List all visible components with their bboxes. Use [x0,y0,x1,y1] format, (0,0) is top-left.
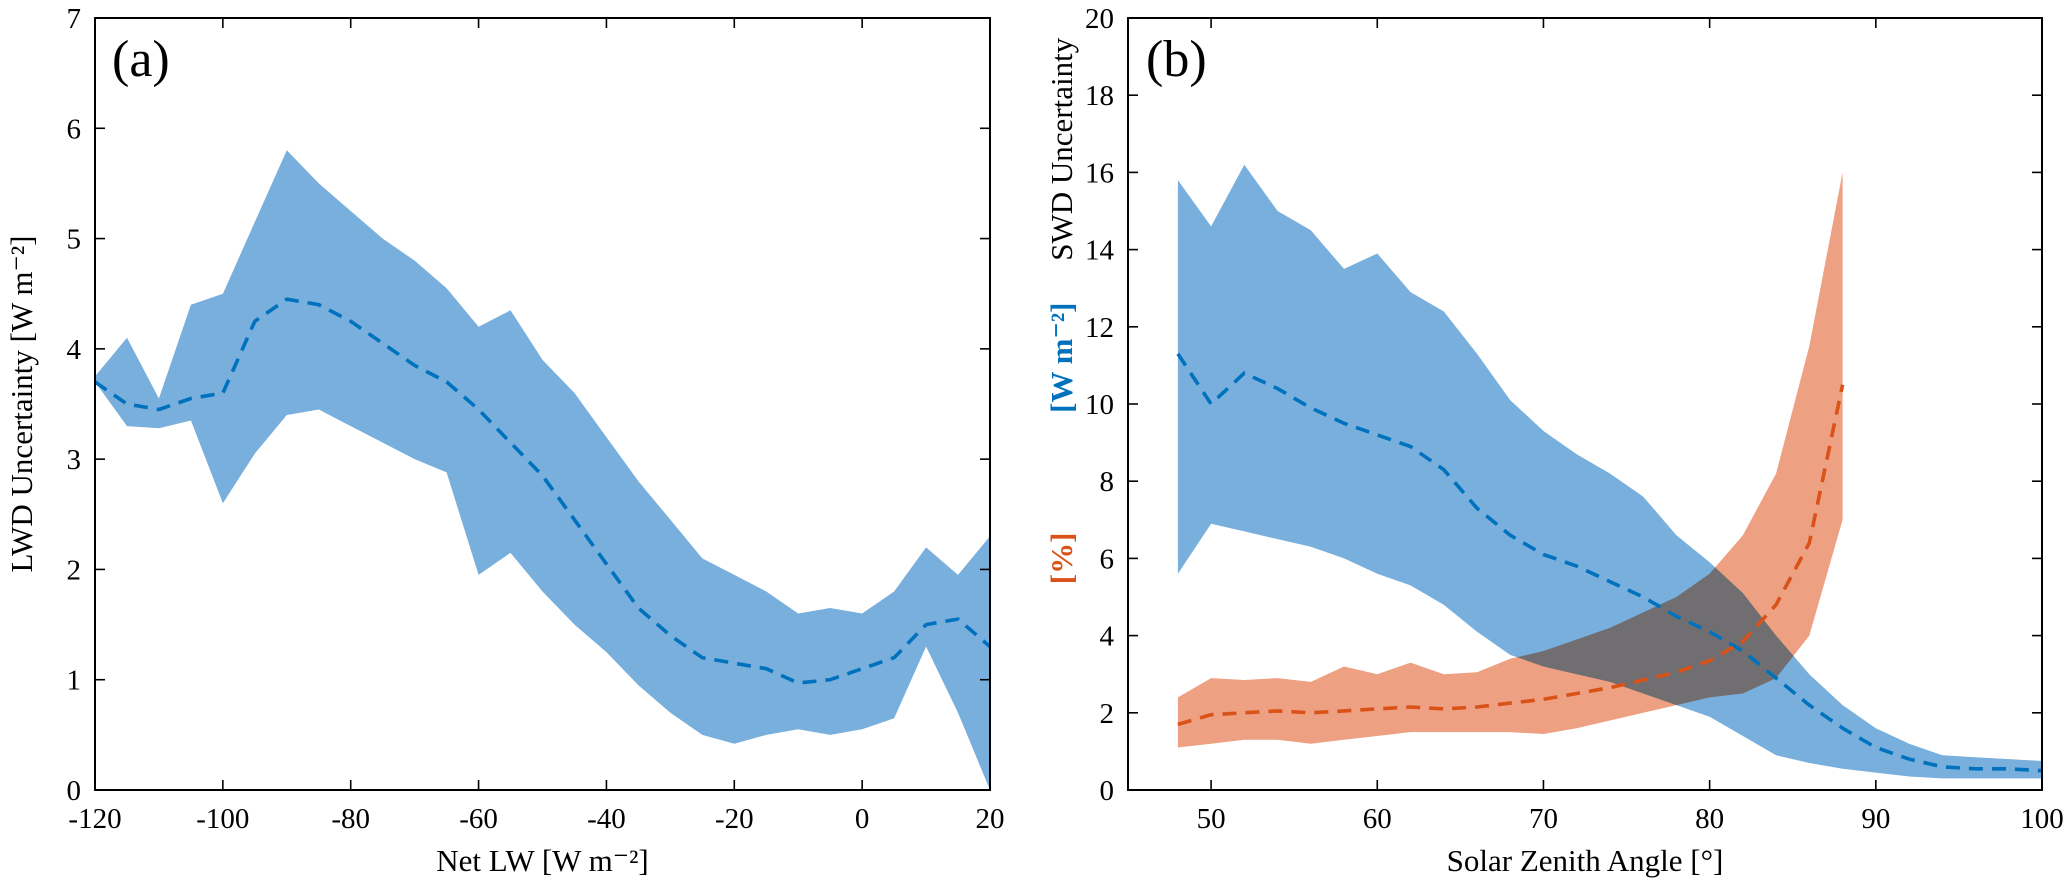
y-tick-label: 16 [1085,157,1114,189]
y-tick-label: 6 [67,113,82,145]
y-tick-label: 0 [67,775,82,807]
y-axis-label-part-0: SWD Uncertainty [1044,37,1079,260]
band-series-0 [95,150,990,791]
mean-line-series-0 [1176,352,2043,773]
panel-b-label: (b) [1146,31,1207,88]
y-tick-label: 8 [1100,466,1115,498]
x-tick-label: -20 [715,803,754,835]
x-tick-label: -120 [68,803,121,835]
panel-a: -120 -100 -80 -60 -40 -20 0 20 0 1 2 3 4 5 6 7 Net LW [W… [0,0,1010,887]
x-tick-label: 20 [976,803,1005,835]
x-tick-label: -60 [459,803,498,835]
y-tick-label: 20 [1085,3,1114,35]
y-tick-label: 12 [1085,312,1114,344]
y-axis-label-part-2: [%] [1044,533,1079,585]
band-series-0 [1177,164,2042,779]
chart-b-canvas: 50 60 70 80 90 100 0 2 4 6 8 10 12 14 16 18 20 Solar Zeni… [1044,3,2064,878]
y-tick-label: 4 [67,334,82,366]
y-tick-label: 10 [1085,389,1114,421]
uncertainty-bands [1177,164,2042,779]
x-tick-label: 70 [1529,803,1558,835]
x-axis-label: Net LW [W m⁻²] [436,843,648,878]
x-tick-label: -100 [196,803,249,835]
uncertainty-bands [95,150,990,791]
y-axis-label: LWD Uncertainty [W m⁻²] [4,236,39,573]
x-tick-label: 90 [1861,803,1890,835]
x-tick-label: 60 [1363,803,1392,835]
y-tick-label: 2 [1100,698,1115,730]
x-tick-label: -80 [331,803,370,835]
x-tick-label: -40 [587,803,626,835]
chart-a-canvas: -120 -100 -80 -60 -40 -20 0 20 0 1 2 3 4 5 6 7 Net LW [W… [4,3,1005,878]
x-tick-label: 0 [855,803,870,835]
x-tick-label: 100 [2020,803,2064,835]
y-tick-label: 5 [67,224,82,256]
y-tick-label: 14 [1085,235,1115,267]
y-tick-label: 4 [1100,621,1115,653]
band-series-1 [1177,172,1843,748]
y-tick-label: 2 [67,554,82,586]
mean-line-series-0 [93,297,992,685]
y-tick-label: 1 [67,665,82,697]
y-tick-label: 7 [67,3,82,35]
panel-b: 50 60 70 80 90 100 0 2 4 6 8 10 12 14 16 18 20 Solar Zeni… [1010,0,2067,887]
x-tick-label: 80 [1695,803,1724,835]
y-tick-label: 18 [1085,80,1114,112]
panel-a-label: (a) [112,31,170,88]
y-tick-label: 3 [67,444,82,476]
y-tick-label: 6 [1100,543,1115,575]
x-axis-label: Solar Zenith Angle [°] [1447,843,1724,878]
y-tick-label: 0 [1100,775,1115,807]
y-axis-label-part-1: [W m⁻²] [1044,303,1079,413]
mean-line-series-1 [1177,384,1845,727]
x-tick-label: 50 [1197,803,1226,835]
axes-frame [94,17,991,791]
